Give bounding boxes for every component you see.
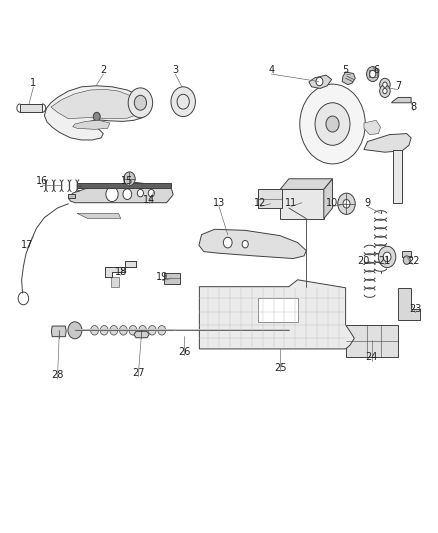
Polygon shape xyxy=(68,194,75,198)
Circle shape xyxy=(148,326,156,335)
Circle shape xyxy=(123,189,132,199)
Text: 22: 22 xyxy=(407,256,420,266)
Polygon shape xyxy=(280,189,324,219)
Text: 10: 10 xyxy=(326,198,339,208)
Text: 4: 4 xyxy=(268,65,275,75)
Circle shape xyxy=(378,246,396,268)
Circle shape xyxy=(380,85,390,98)
Circle shape xyxy=(134,95,147,110)
Polygon shape xyxy=(68,182,173,203)
Polygon shape xyxy=(199,280,354,349)
Polygon shape xyxy=(164,273,180,284)
Polygon shape xyxy=(398,288,420,320)
Circle shape xyxy=(110,326,118,335)
Text: 23: 23 xyxy=(409,304,422,314)
Text: 12: 12 xyxy=(254,198,267,208)
Polygon shape xyxy=(403,251,411,257)
Circle shape xyxy=(403,256,410,264)
Polygon shape xyxy=(199,229,306,259)
Polygon shape xyxy=(309,75,332,88)
Circle shape xyxy=(158,326,166,335)
Text: 11: 11 xyxy=(285,198,297,208)
Circle shape xyxy=(138,189,144,197)
Circle shape xyxy=(367,67,379,82)
Circle shape xyxy=(326,116,339,132)
Polygon shape xyxy=(393,150,402,203)
Text: 6: 6 xyxy=(373,65,379,75)
Polygon shape xyxy=(258,298,297,322)
Text: 25: 25 xyxy=(274,362,286,373)
Circle shape xyxy=(18,292,28,305)
Text: 27: 27 xyxy=(132,368,145,378)
Circle shape xyxy=(223,237,232,248)
Circle shape xyxy=(316,77,323,86)
Text: 13: 13 xyxy=(213,198,225,208)
Circle shape xyxy=(68,322,82,339)
Polygon shape xyxy=(324,179,332,219)
Circle shape xyxy=(315,103,350,146)
Circle shape xyxy=(139,326,147,335)
Text: 8: 8 xyxy=(410,102,417,112)
Circle shape xyxy=(106,187,118,201)
Polygon shape xyxy=(106,261,136,277)
Polygon shape xyxy=(364,120,381,135)
Text: 7: 7 xyxy=(395,81,401,91)
Circle shape xyxy=(129,326,137,335)
Polygon shape xyxy=(342,72,355,85)
Text: 26: 26 xyxy=(178,346,190,357)
Polygon shape xyxy=(392,98,411,103)
Circle shape xyxy=(242,240,248,248)
Circle shape xyxy=(282,322,296,339)
Text: 17: 17 xyxy=(21,240,33,250)
Text: 20: 20 xyxy=(357,256,369,266)
Circle shape xyxy=(343,199,350,208)
Text: 14: 14 xyxy=(143,195,155,205)
Circle shape xyxy=(338,193,355,214)
Polygon shape xyxy=(77,182,171,188)
Circle shape xyxy=(370,70,376,78)
Circle shape xyxy=(124,172,135,185)
Text: 28: 28 xyxy=(51,370,64,381)
Polygon shape xyxy=(134,332,149,338)
Circle shape xyxy=(120,326,127,335)
Polygon shape xyxy=(51,90,140,119)
Polygon shape xyxy=(51,326,66,337)
Polygon shape xyxy=(77,213,121,219)
Text: 18: 18 xyxy=(115,267,127,277)
Polygon shape xyxy=(111,277,120,287)
Circle shape xyxy=(171,87,195,117)
Circle shape xyxy=(383,82,387,87)
Circle shape xyxy=(383,252,391,262)
Text: 1: 1 xyxy=(30,78,36,88)
Text: 16: 16 xyxy=(36,176,48,187)
Text: 9: 9 xyxy=(364,198,371,208)
Text: 15: 15 xyxy=(121,176,134,187)
Polygon shape xyxy=(44,86,147,140)
Text: 3: 3 xyxy=(172,65,178,75)
Text: 2: 2 xyxy=(100,65,106,75)
Polygon shape xyxy=(258,189,283,208)
Polygon shape xyxy=(346,325,398,357)
Circle shape xyxy=(300,84,365,164)
Polygon shape xyxy=(73,120,110,130)
Circle shape xyxy=(148,189,154,197)
Polygon shape xyxy=(280,179,332,189)
Text: 19: 19 xyxy=(156,272,168,282)
Polygon shape xyxy=(20,104,42,112)
Circle shape xyxy=(383,88,387,94)
Circle shape xyxy=(91,326,99,335)
Circle shape xyxy=(100,326,108,335)
Text: 5: 5 xyxy=(343,65,349,75)
Text: 24: 24 xyxy=(366,352,378,362)
Circle shape xyxy=(380,78,390,91)
Text: 21: 21 xyxy=(379,256,391,266)
Circle shape xyxy=(128,88,152,118)
Polygon shape xyxy=(364,134,411,152)
Circle shape xyxy=(93,112,100,121)
